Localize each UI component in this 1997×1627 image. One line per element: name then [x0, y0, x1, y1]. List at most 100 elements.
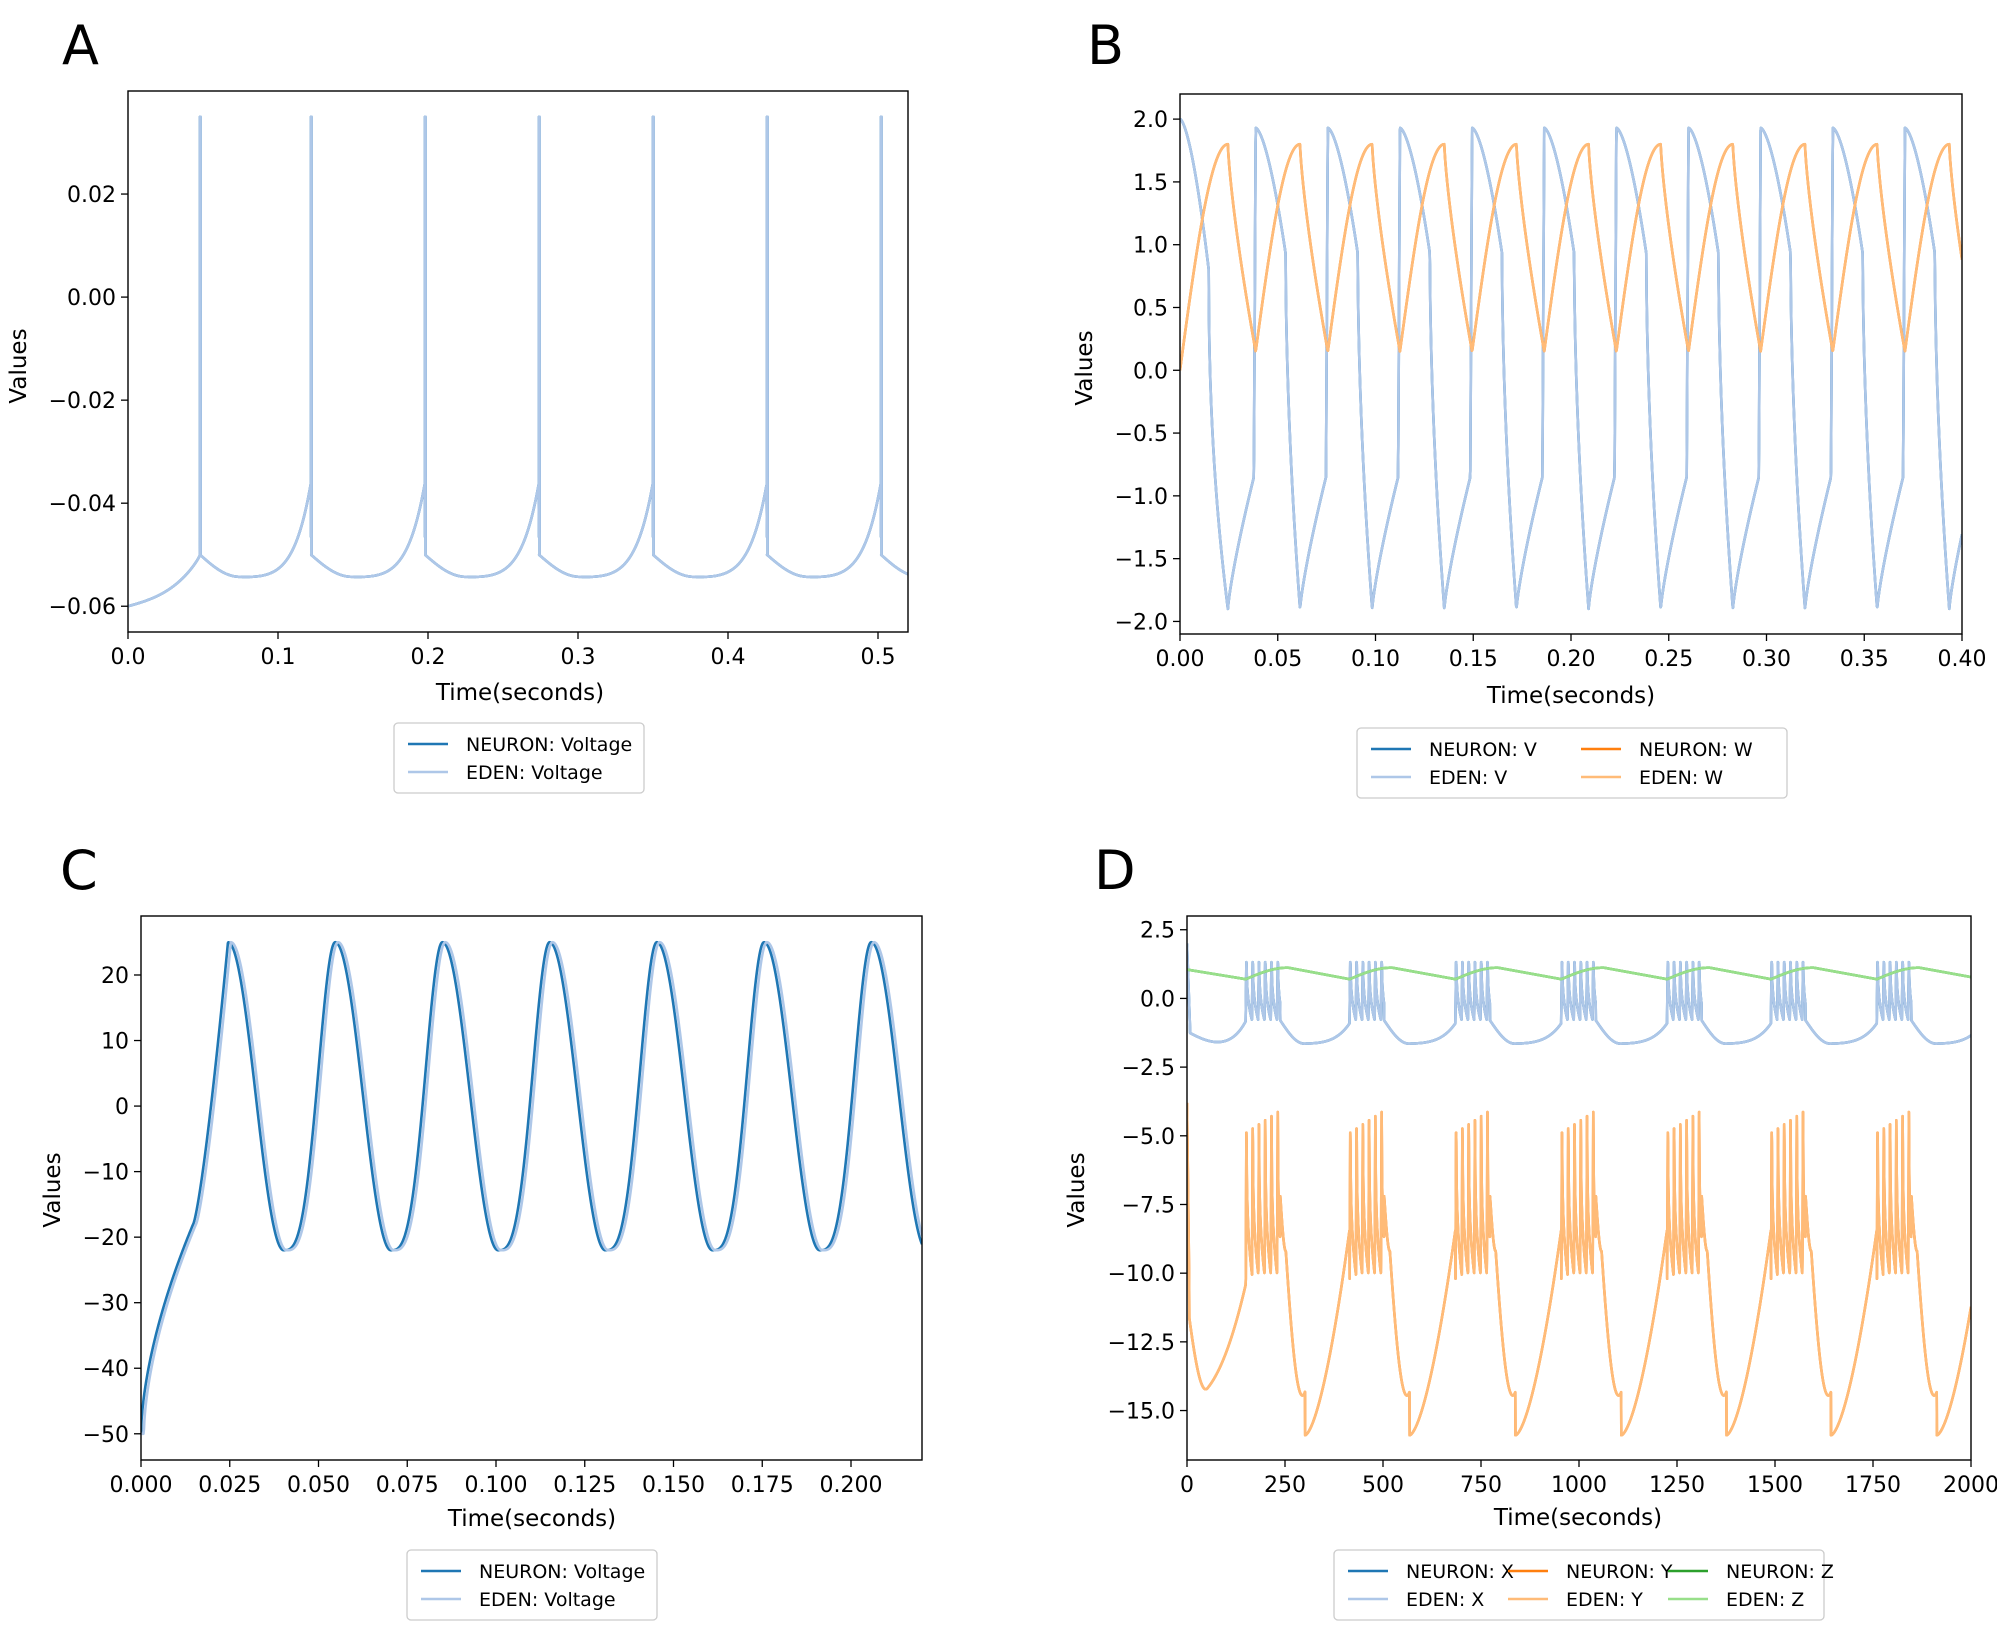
panel-d-ytick-label: −7.5 [1122, 1193, 1175, 1218]
panel-a-ytick-label: 0.00 [67, 286, 116, 311]
panel-b-legend-label: EDEN: V [1429, 767, 1507, 789]
panel-c-axes-frame [140, 915, 923, 1461]
panel-c-ylabel: Values [40, 1152, 66, 1227]
panel-b-ytick-label: 2.0 [1133, 108, 1168, 133]
panel-c-legend-box [406, 1549, 658, 1621]
panel-b-xtick-label: 0.20 [1547, 647, 1596, 672]
panel-a-series-group [128, 115, 908, 608]
panel-b-xtick-label: 0.05 [1253, 647, 1302, 672]
panel-c-xtick-label: 0.025 [198, 1473, 261, 1498]
panel-b-xtick-label: 0.25 [1644, 647, 1693, 672]
panel-d-xtick-label: 250 [1264, 1473, 1306, 1498]
panel-c-ytick-label: 10 [101, 1030, 129, 1055]
panel-a-ytick-label: −0.02 [49, 389, 116, 414]
panel-b-xlabel: Time(seconds) [1486, 683, 1655, 709]
panel-a-axes-frame [127, 90, 909, 633]
panel-b-legend-label: NEURON: W [1639, 739, 1753, 761]
panel-c-xtick-label: 0.150 [642, 1473, 705, 1498]
panel-a-xlabel: Time(seconds) [435, 680, 604, 706]
panel-c-ytick-label: −30 [83, 1292, 129, 1317]
panel-c-xtick-label: 0.000 [110, 1473, 173, 1498]
panel-c-series-eden-voltage [141, 940, 922, 1436]
panel-a-legend-label: EDEN: Voltage [466, 762, 603, 784]
panel-b-xtick-label: 0.40 [1938, 647, 1987, 672]
panel-c-xtick-label: 0.100 [465, 1473, 528, 1498]
panel-b-plot: 0.00 0.05 0.10 0.15 0.20 0.25 0.30 0.35 0.40 −2.0… [1115, 93, 1987, 672]
panel-a-series-eden-voltage [128, 115, 908, 608]
panel-b-legend-label: NEURON: V [1429, 739, 1537, 761]
panel-c-ytick-label: −40 [83, 1357, 129, 1382]
panel-d-ytick-label: 2.5 [1140, 919, 1175, 944]
panel-a-xtick-label: 0.1 [261, 645, 296, 670]
panel-b-letter: B [1087, 14, 1124, 77]
panel-b-ytick-label: −1.5 [1115, 548, 1168, 573]
panel-b-series-neuron-v [1180, 117, 1962, 611]
panel-b-legend-label: EDEN: W [1639, 767, 1723, 789]
panel-d-xtick-label: 1500 [1747, 1473, 1803, 1498]
panel-d-xtick-label: 0 [1180, 1473, 1194, 1498]
panel-b-series-eden-v [1180, 117, 1962, 611]
panel-c-ytick-label: 0 [115, 1095, 129, 1120]
panel-d-legend-label: NEURON: Y [1566, 1561, 1673, 1583]
panel-c-series-group [141, 940, 922, 1436]
panel-b-series-eden-w [1180, 142, 1962, 371]
panel-d-legend: NEURON: X EDEN: X NEURON: Y EDEN: Y NEURON: … [1333, 1549, 1834, 1621]
panel-a-ylabel: Values [6, 328, 32, 403]
panel-a-ytick-label: −0.04 [49, 492, 116, 517]
panel-a-series-neuron-voltage [128, 115, 908, 608]
panel-c-ytick-label: −20 [83, 1226, 129, 1251]
panel-c-xlabel: Time(seconds) [447, 1506, 616, 1532]
panel-a-plot: 0.0 0.1 0.2 0.3 0.4 0.5 −0.06 −0.04 −0.02 0.00 0.0… [49, 90, 909, 670]
panel-b-xtick-label: 0.35 [1840, 647, 1889, 672]
panel-d-legend-label: NEURON: X [1406, 1561, 1514, 1583]
panel-c: C 0.000 0.025 0.050 0.075 0.100 0.125 0.150 0.1… [40, 839, 923, 1621]
panel-c-ytick-label: −50 [83, 1423, 129, 1448]
panel-d-series-eden-y [1187, 1102, 1971, 1437]
panel-a-xtick-label: 0.4 [711, 645, 746, 670]
panel-d-xtick-label: 1750 [1845, 1473, 1901, 1498]
panel-d-ytick-label: −10.0 [1108, 1262, 1175, 1287]
panel-d-series-eden-x [1187, 943, 1971, 1045]
panel-d-legend-label: NEURON: Z [1726, 1561, 1834, 1583]
panel-d-letter: D [1094, 839, 1136, 902]
panel-c-ytick-label: −10 [83, 1161, 129, 1186]
panel-c-xtick-label: 0.125 [553, 1473, 616, 1498]
panel-b-ytick-label: 0.0 [1133, 359, 1168, 384]
panel-d-series-eden-z [1187, 966, 1971, 981]
panel-b-ytick-label: −0.5 [1115, 422, 1168, 447]
panel-c-xtick-label: 0.075 [376, 1473, 439, 1498]
panel-d-ylabel: Values [1064, 1152, 1090, 1227]
panel-a-xtick-label: 0.2 [411, 645, 446, 670]
panel-c-ytick-label: 20 [101, 964, 129, 989]
panel-a-legend-box [393, 722, 645, 794]
panel-d-ytick-label: −12.5 [1108, 1331, 1175, 1356]
panel-b-legend: NEURON: V EDEN: V NEURON: W EDEN: W [1356, 727, 1788, 799]
panel-b-legend-box [1356, 727, 1788, 799]
panel-b-ytick-label: 0.5 [1133, 296, 1168, 321]
panel-b-series-group [1180, 117, 1962, 611]
panel-b-ytick-label: −2.0 [1115, 610, 1168, 635]
panel-d: D 0 250 500 750 1000 1250 1500 1750 2000 −15.0 −12… [1064, 839, 1997, 1621]
panel-d-xtick-label: 750 [1460, 1473, 1502, 1498]
panel-d-axes-frame [1186, 915, 1972, 1461]
panel-c-legend-label: NEURON: Voltage [479, 1561, 645, 1583]
panel-b-ytick-label: 1.5 [1133, 171, 1168, 196]
panel-d-legend-label: EDEN: Y [1566, 1589, 1643, 1611]
panel-b-xtick-label: 0.30 [1742, 647, 1791, 672]
panel-b-ylabel: Values [1072, 330, 1098, 405]
panel-b: B 0.00 0.05 0.10 0.15 0.20 0.25 0.30 0.35 0.40 −2… [1072, 14, 1987, 799]
panel-b-ytick-label: 1.0 [1133, 234, 1168, 259]
panel-c-xtick-label: 0.175 [731, 1473, 794, 1498]
panel-a-xtick-label: 0.5 [861, 645, 896, 670]
panel-b-xtick-label: 0.10 [1351, 647, 1400, 672]
panel-c-plot: 0.000 0.025 0.050 0.075 0.100 0.125 0.150 0.175… [83, 915, 923, 1498]
panel-a-legend: NEURON: Voltage EDEN: Voltage [393, 722, 645, 794]
panel-b-xtick-label: 0.00 [1156, 647, 1205, 672]
panel-d-ytick-label: −15.0 [1108, 1400, 1175, 1425]
panel-c-letter: C [60, 839, 98, 902]
panel-a-letter: A [62, 14, 99, 77]
panel-d-xtick-label: 1000 [1551, 1473, 1607, 1498]
panel-d-xtick-label: 500 [1362, 1473, 1404, 1498]
panel-b-xtick-label: 0.15 [1449, 647, 1498, 672]
